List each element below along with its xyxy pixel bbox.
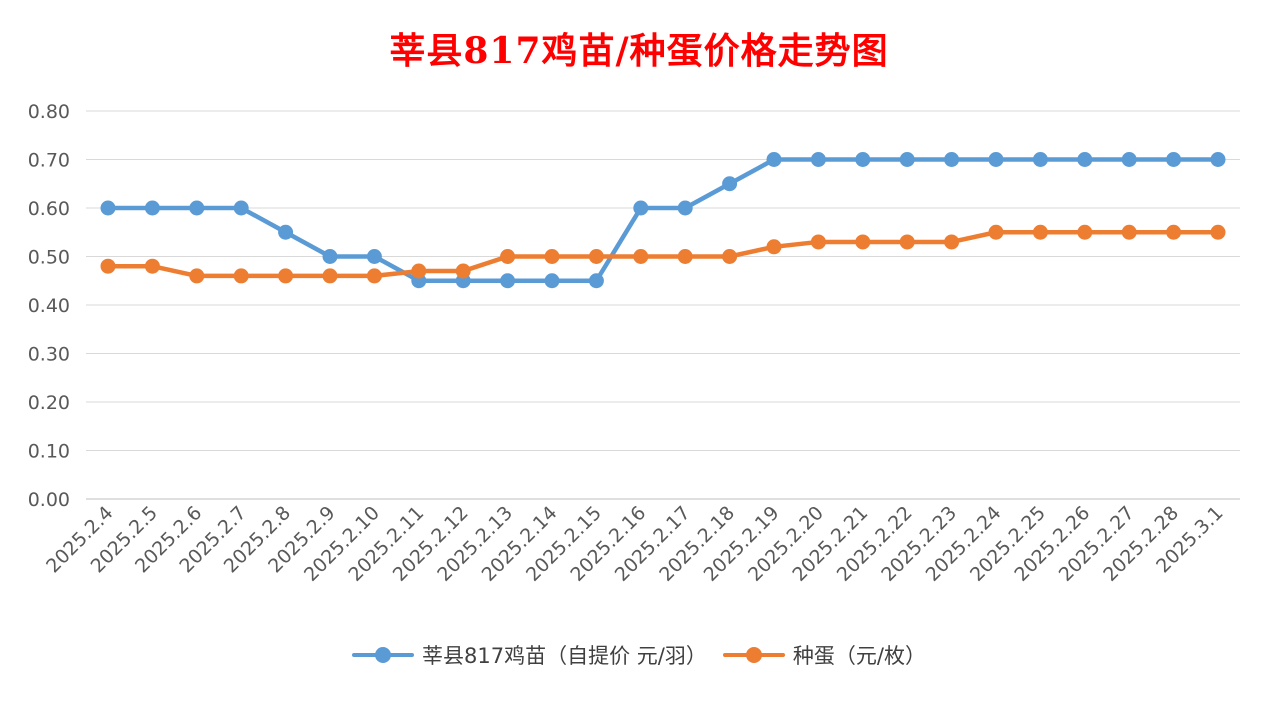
data-point — [233, 200, 249, 216]
data-point — [633, 200, 649, 216]
data-point — [144, 200, 160, 216]
data-point — [944, 152, 960, 167]
y-tick-label: 0.70 — [28, 150, 70, 172]
y-tick-label: 0.20 — [28, 392, 70, 414]
data-point — [1166, 152, 1182, 167]
y-tick-label: 0.00 — [28, 489, 70, 511]
legend-item-chick-price: 莘县817鸡苗（自提价 元/羽） — [352, 640, 707, 670]
data-point — [544, 249, 560, 264]
data-point — [322, 268, 338, 284]
data-point — [500, 249, 516, 264]
data-point — [1210, 152, 1226, 167]
data-point — [766, 152, 782, 167]
data-point — [722, 249, 738, 264]
data-point — [633, 249, 649, 264]
y-tick-label: 0.40 — [28, 295, 70, 317]
data-point — [1121, 152, 1137, 167]
data-point — [588, 273, 604, 289]
data-point — [810, 152, 826, 167]
data-point — [1077, 152, 1093, 167]
data-point — [278, 268, 294, 284]
data-point — [144, 258, 160, 274]
y-tick-label: 0.10 — [28, 441, 70, 463]
data-point — [988, 152, 1004, 167]
y-tick-label: 0.60 — [28, 198, 70, 220]
data-point — [766, 239, 782, 255]
data-point — [899, 152, 915, 167]
data-point — [677, 249, 693, 264]
data-point — [278, 224, 294, 240]
data-point — [322, 249, 338, 264]
series-line-0 — [105, 157, 1221, 283]
data-point — [855, 152, 871, 167]
legend: 莘县817鸡苗（自提价 元/羽） 种蛋（元/枚） — [0, 640, 1278, 670]
legend-label-chick-price: 莘县817鸡苗（自提价 元/羽） — [422, 644, 707, 668]
data-point — [1032, 224, 1048, 240]
y-tick-label: 0.50 — [28, 247, 70, 269]
data-point — [544, 273, 560, 289]
data-point — [588, 249, 604, 264]
legend-label-egg-price: 种蛋（元/枚） — [792, 644, 926, 668]
data-point — [677, 200, 693, 216]
data-point — [1210, 224, 1226, 240]
data-point — [189, 268, 205, 284]
data-point — [189, 200, 205, 216]
data-point — [1166, 224, 1182, 240]
data-point — [455, 263, 471, 279]
data-point — [366, 268, 382, 284]
y-tick-label: 0.30 — [28, 344, 70, 366]
data-point — [100, 258, 116, 274]
data-point — [855, 234, 871, 250]
data-point — [722, 176, 738, 192]
data-point — [944, 234, 960, 250]
chart-title: 莘县817鸡苗/种蛋价格走势图 — [389, 30, 889, 72]
legend-item-egg-price: 种蛋（元/枚） — [722, 640, 926, 670]
data-point — [500, 273, 516, 289]
data-point — [100, 200, 116, 216]
y-tick-label: 0.80 — [28, 101, 70, 123]
data-point — [366, 249, 382, 264]
data-point — [1077, 224, 1093, 240]
data-point — [899, 234, 915, 250]
data-point — [411, 263, 427, 279]
data-point — [988, 224, 1004, 240]
data-point — [1032, 152, 1048, 167]
legend-swatch-chick-price — [352, 646, 415, 664]
data-point — [810, 234, 826, 250]
data-point — [233, 268, 249, 284]
series-line-1 — [105, 230, 1221, 279]
legend-swatch-egg-price — [722, 646, 785, 664]
data-point — [1121, 224, 1137, 240]
